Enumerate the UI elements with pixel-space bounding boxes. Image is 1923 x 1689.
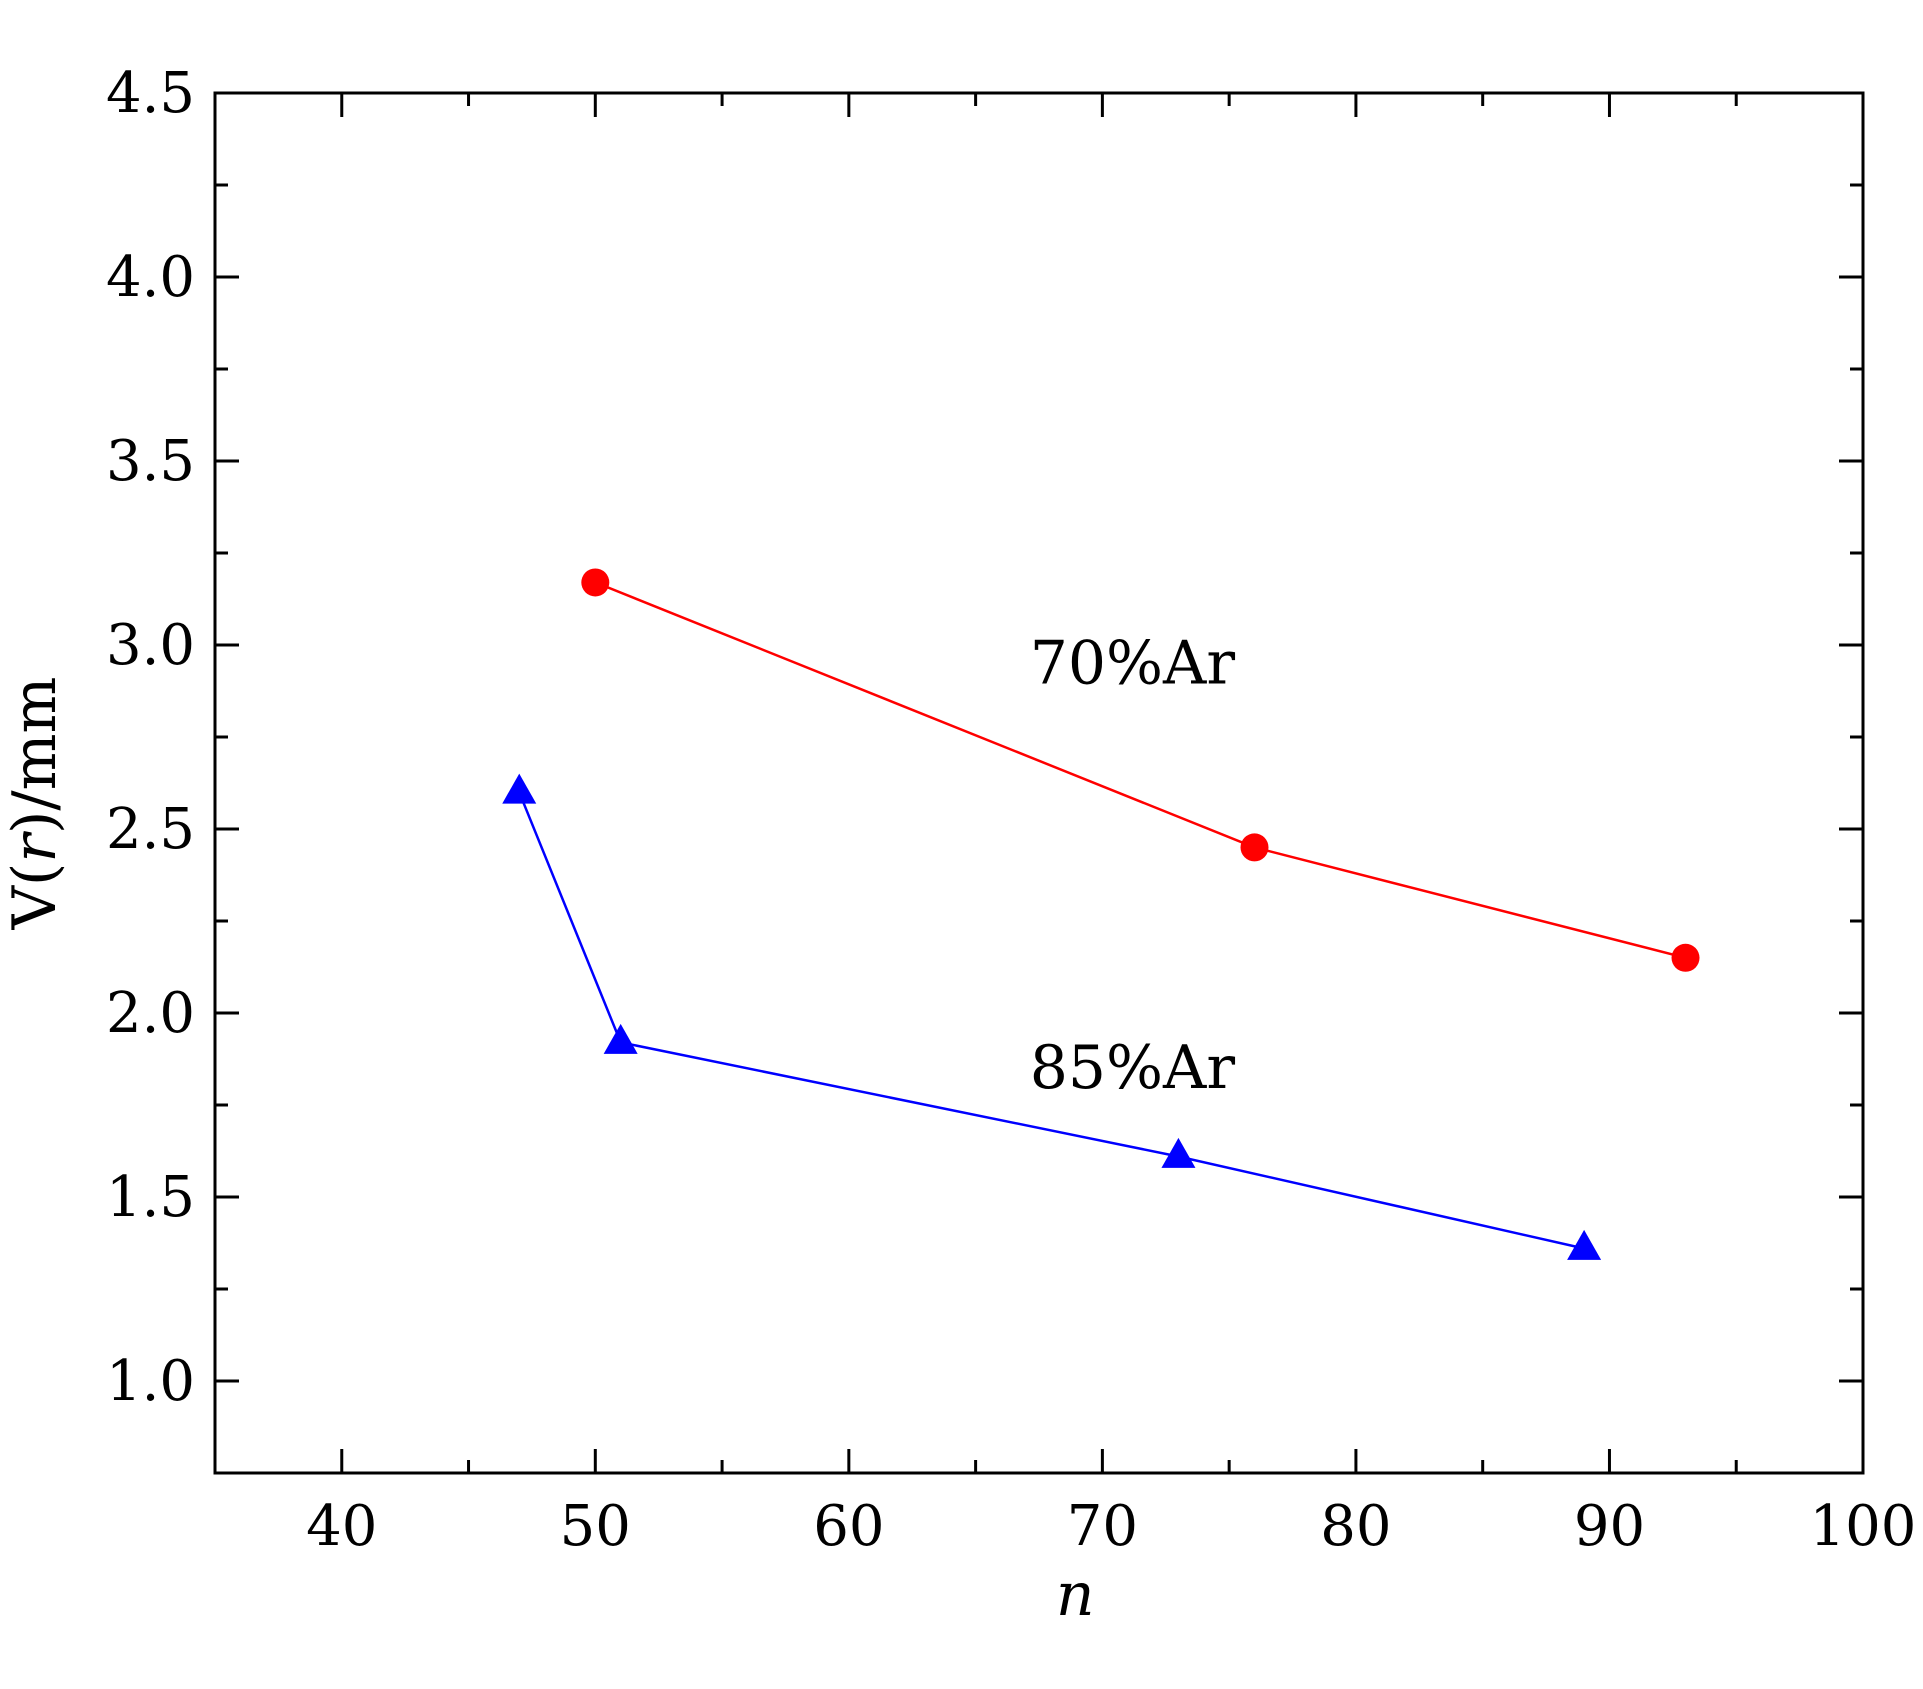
series-label-0: 70%Ar xyxy=(1030,628,1236,698)
y-tick-label: 2.5 xyxy=(106,797,195,862)
data-point-triangle xyxy=(1161,1137,1196,1168)
y-tick-label: 2.0 xyxy=(106,981,195,1046)
x-tick-label: 40 xyxy=(306,1494,377,1559)
x-axis-title: n xyxy=(1056,1560,1095,1630)
x-tick-label: 100 xyxy=(1810,1494,1917,1559)
x-tick-label: 80 xyxy=(1320,1494,1391,1559)
x-tick-label: 70 xyxy=(1067,1494,1138,1559)
x-tick-label: 60 xyxy=(813,1494,884,1559)
y-tick-label: 1.0 xyxy=(106,1349,195,1414)
y-axis-title-var: r xyxy=(0,831,70,863)
y-axis-title-suffix: )/mm xyxy=(0,677,70,834)
data-point-circle xyxy=(1671,943,1700,972)
series-line-1 xyxy=(518,791,1585,1250)
x-tick-label: 90 xyxy=(1574,1494,1645,1559)
y-axis-title: V(r)/mm xyxy=(0,677,70,931)
data-point-triangle xyxy=(1567,1229,1602,1260)
y-axis-title-prefix: V( xyxy=(0,863,70,931)
y-tick-labels: 1.0 1.5 2.0 2.5 3.0 3.5 4.0 4.5 xyxy=(106,61,195,1414)
y-tick-label: 3.5 xyxy=(106,429,195,494)
y-tick-label: 3.0 xyxy=(106,613,195,678)
y-tick-label: 4.0 xyxy=(106,245,195,310)
y-tick-label: 4.5 xyxy=(106,61,195,126)
major-ticks xyxy=(215,91,1865,1473)
data-point-triangle xyxy=(603,1023,638,1054)
data-point-circle xyxy=(581,568,610,597)
x-tick-label: 50 xyxy=(560,1494,631,1559)
y-tick-label: 1.5 xyxy=(106,1165,195,1230)
minor-ticks xyxy=(215,93,1863,1473)
x-tick-labels: 40 50 60 70 80 90 100 xyxy=(306,1494,1916,1559)
series-label-1: 85%Ar xyxy=(1030,1033,1236,1103)
data-point-circle xyxy=(1240,833,1269,862)
plot-frame xyxy=(213,91,1865,1475)
series-labels: 70%Ar 85%Ar xyxy=(1030,628,1236,1103)
data-point-triangle xyxy=(502,773,537,804)
series-layer xyxy=(502,568,1700,1260)
